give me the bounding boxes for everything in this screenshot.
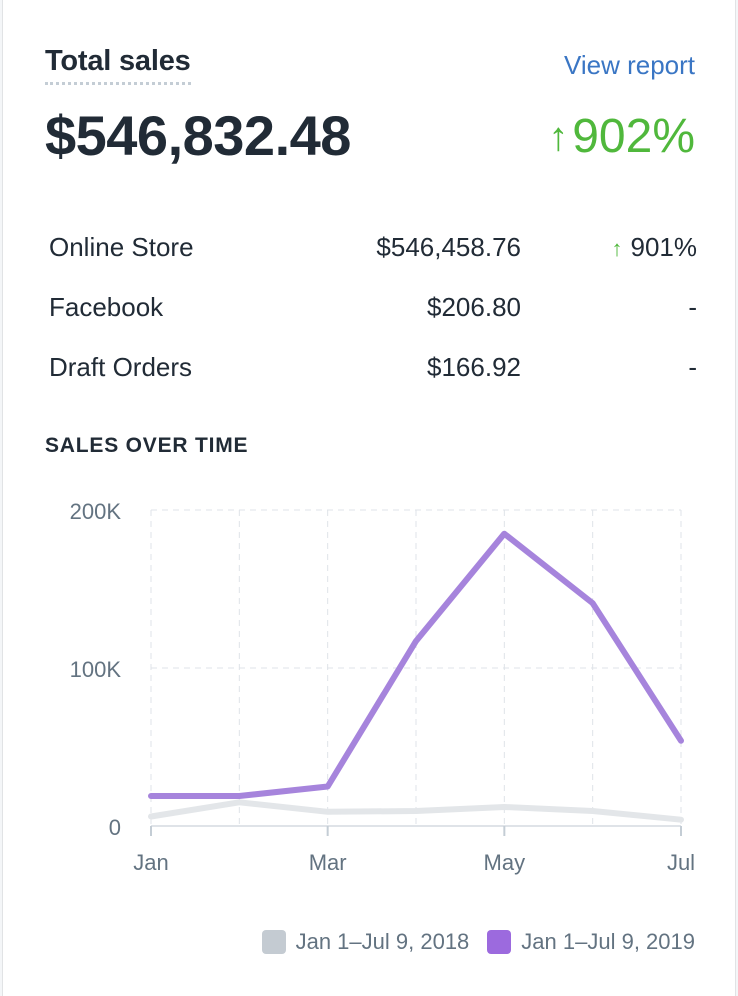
channel-change: ↑ 901% [612, 218, 698, 278]
section-label: SALES OVER TIME [45, 434, 249, 457]
channel-change-value: - [688, 292, 697, 322]
x-tick-label: Jan [133, 850, 168, 875]
y-tick-label: 200K [70, 499, 122, 524]
breakdown-row-facebook: Facebook $206.80 - [49, 278, 697, 338]
channel-name: Facebook [49, 292, 164, 322]
view-report-link[interactable]: View report [563, 50, 695, 80]
y-tick-label: 100K [70, 657, 122, 682]
x-tick-label: May [484, 850, 526, 875]
legend-swatch-2019 [487, 930, 512, 954]
series-line-2018 [148, 799, 684, 823]
x-tick-label: Mar [309, 850, 347, 875]
channel-name: Online Store [49, 232, 194, 262]
arrow-up-icon: ↑ [611, 236, 623, 261]
legend-label-2019: Jan 1–Jul 9, 2019 [521, 929, 695, 954]
channel-name: Draft Orders [49, 352, 193, 382]
x-tick-label: Jul [667, 850, 695, 875]
sales-breakdown-list: Online Store $546,458.76 ↑ 901% Facebook … [49, 218, 697, 398]
card-title[interactable]: Total sales [45, 44, 191, 85]
total-change-value: 902% [572, 110, 695, 163]
legend-item-2018[interactable]: Jan 1–Jul 9, 2018 [261, 928, 470, 956]
chart-legend: Jan 1–Jul 9, 2018 Jan 1–Jul 9, 2019 [244, 928, 695, 956]
arrow-up-icon: ↑ [548, 115, 569, 159]
total-change-badge: ↑ 902% [548, 108, 695, 166]
sales-over-time-chart: 0 100K 200K Jan Mar May Jul [70, 499, 695, 875]
legend-swatch-2018 [261, 930, 286, 954]
legend-label-2018: Jan 1–Jul 9, 2018 [295, 929, 470, 954]
legend-item-2019[interactable]: Jan 1–Jul 9, 2019 [487, 928, 695, 956]
y-tick-label: 0 [109, 815, 121, 840]
channel-change-value: - [688, 352, 697, 382]
breakdown-row-online-store: Online Store $546,458.76 ↑ 901% [49, 218, 697, 278]
breakdown-row-draft-orders: Draft Orders $166.92 - [49, 338, 697, 398]
channel-change-value: 901% [630, 232, 698, 262]
series-line-2019 [148, 530, 684, 799]
total-sales-value: $546,832.48 [45, 104, 351, 167]
channel-amount: $166.92 [427, 352, 521, 382]
channel-amount: $206.80 [427, 292, 521, 322]
channel-amount: $546,458.76 [376, 232, 521, 262]
